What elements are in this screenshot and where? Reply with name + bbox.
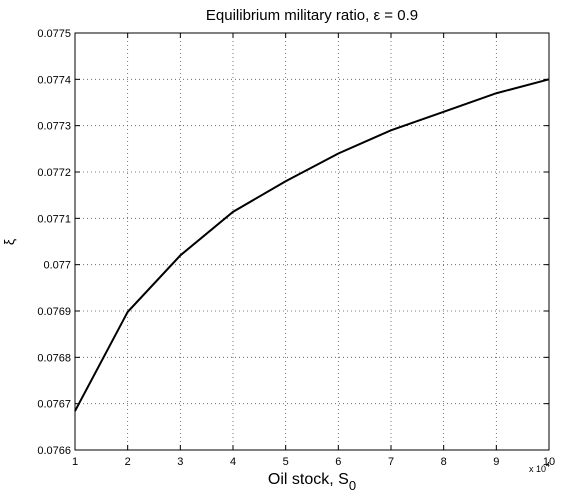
x-axis-label-main: Oil stock, S — [268, 471, 349, 488]
x-tick-label: 6 — [335, 456, 341, 468]
y-tick-label: 0.0773 — [37, 121, 71, 133]
y-axis-label: ξ — [1, 239, 17, 245]
x-tick-label: 3 — [177, 456, 183, 468]
x-axis-label: Oil stock, S0 — [268, 471, 356, 493]
y-tick-label: 0.0768 — [37, 352, 71, 364]
y-tick-label: 0.0774 — [37, 74, 71, 86]
y-tick-label: 0.0766 — [37, 445, 71, 457]
x-multiplier: x 104 — [529, 462, 550, 474]
x-multiplier-base: x 10 — [529, 464, 546, 474]
x-multiplier-exponent: 4 — [546, 462, 550, 469]
y-tick-label: 0.077 — [43, 260, 71, 272]
x-axis-label-subscript: 0 — [349, 478, 356, 493]
x-tick-label: 8 — [441, 456, 447, 468]
x-tick-label: 9 — [493, 456, 499, 468]
y-tick-label: 0.0771 — [37, 213, 71, 225]
y-tick-label: 0.0767 — [37, 399, 71, 411]
chart-title: Equilibrium military ratio, ε = 0.9 — [206, 7, 418, 24]
plot-area — [75, 33, 549, 450]
x-tick-label: 7 — [388, 456, 394, 468]
axes-box — [74, 32, 550, 451]
x-tick-label: 4 — [230, 456, 236, 468]
x-tick-label: 2 — [125, 456, 131, 468]
x-tick-label: 5 — [283, 456, 289, 468]
x-tick-label: 1 — [72, 456, 78, 468]
y-tick-label: 0.0772 — [37, 167, 71, 179]
x-tick-label: 10 — [543, 456, 555, 468]
y-tick-label: 0.0769 — [37, 306, 71, 318]
line-series — [74, 78, 550, 412]
y-tick-label: 0.0775 — [37, 28, 71, 40]
